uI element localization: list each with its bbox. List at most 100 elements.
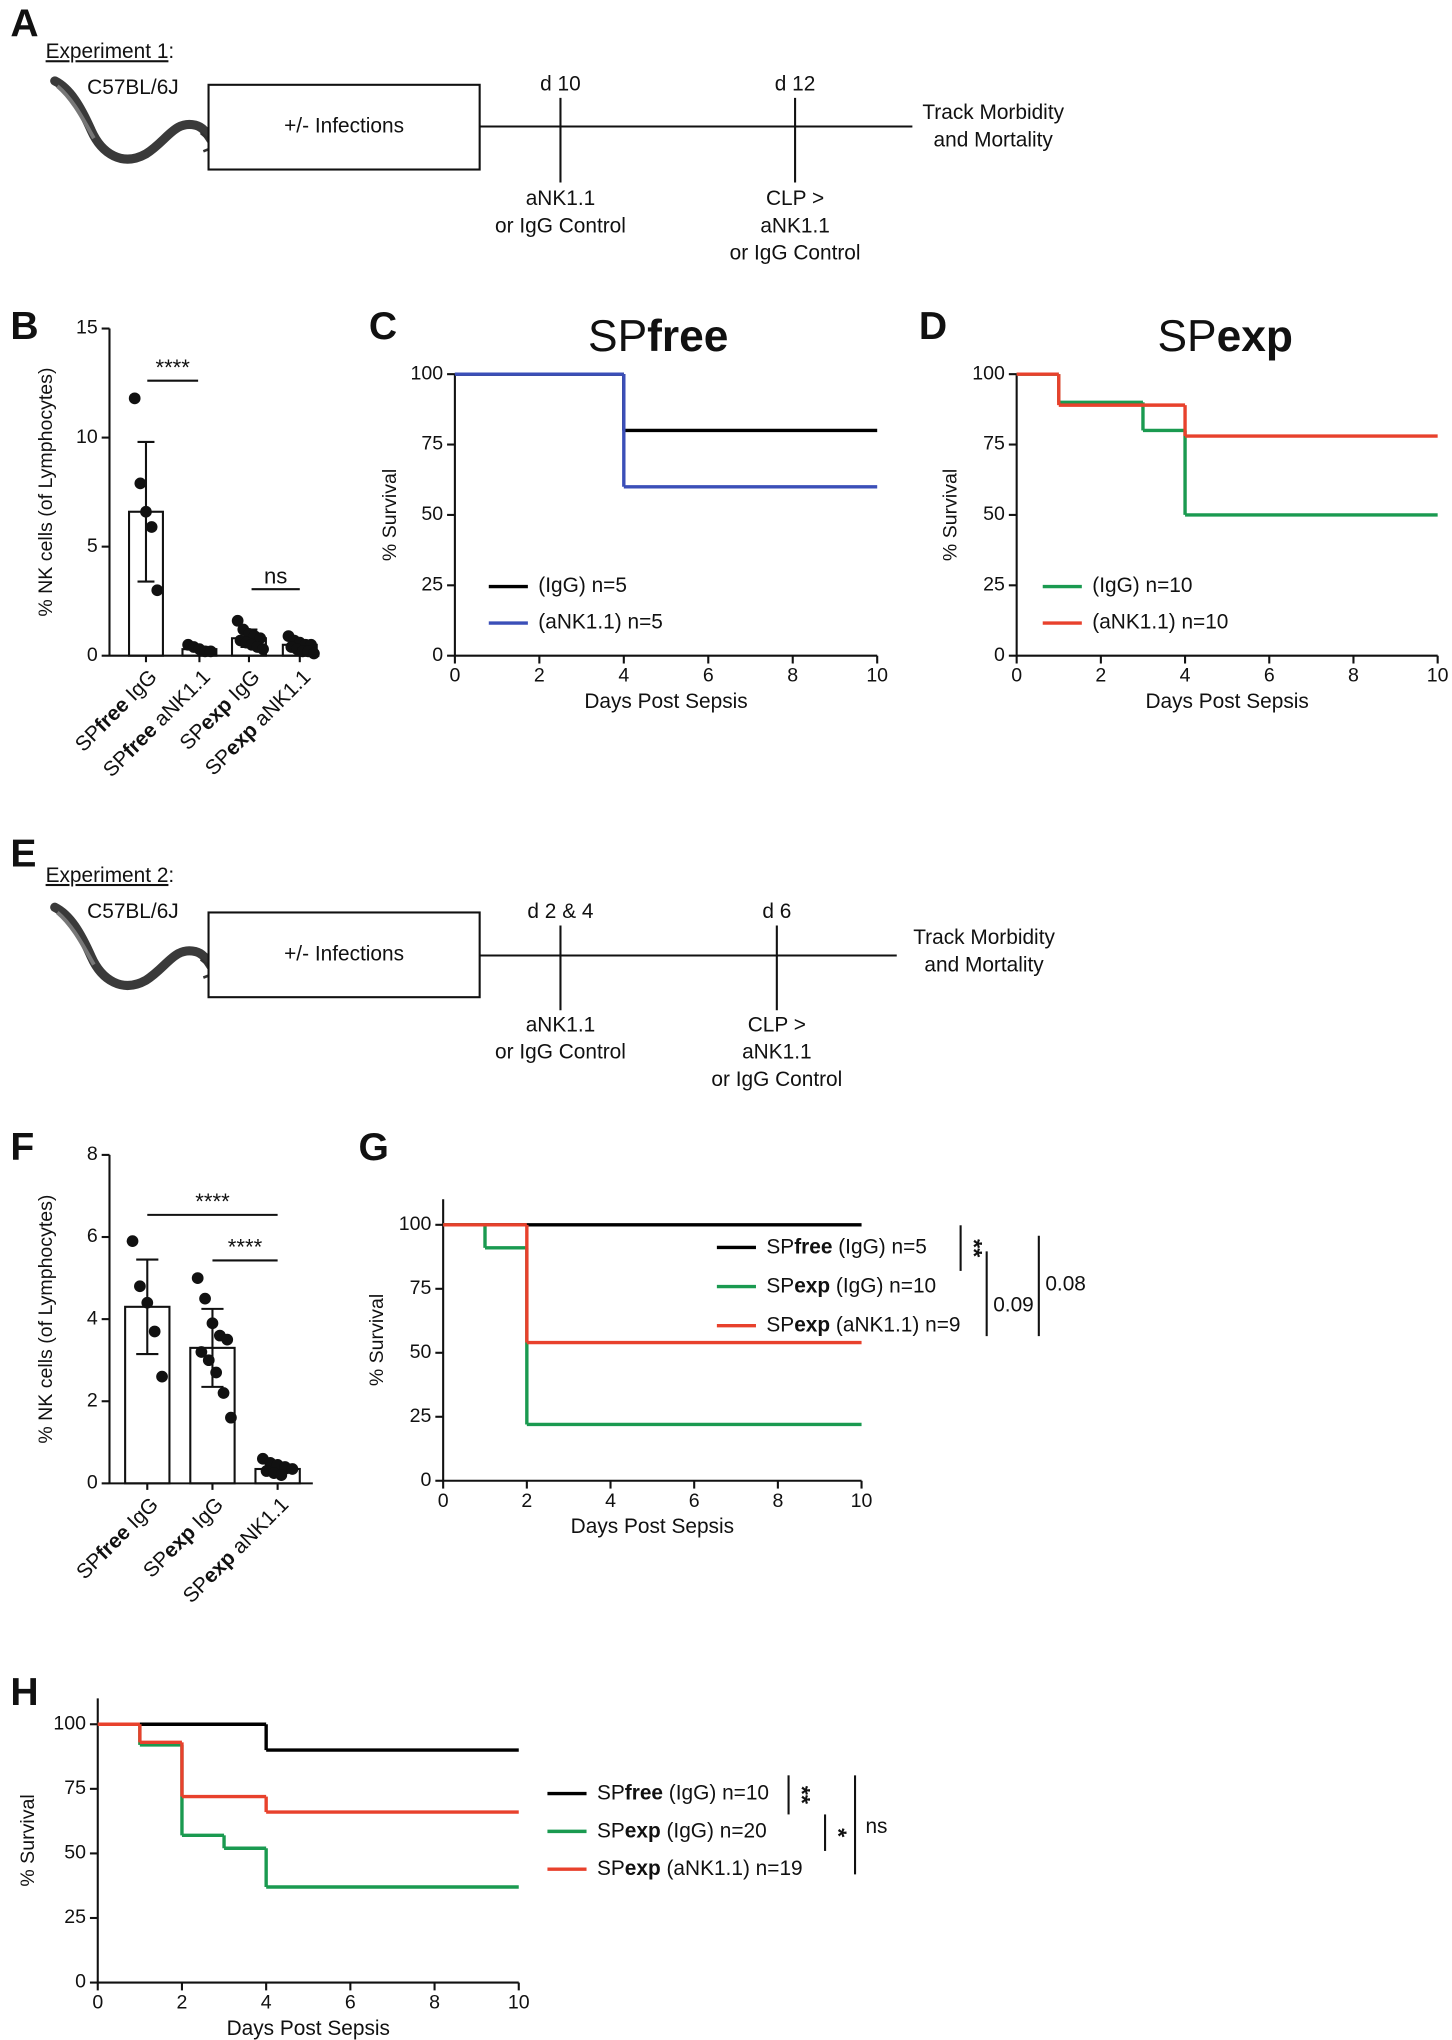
y-tick-label: 25 bbox=[64, 1906, 86, 1928]
panel-label: B bbox=[10, 305, 38, 348]
chart-title-part: SP bbox=[1157, 312, 1216, 361]
event-text: CLP > bbox=[748, 1013, 806, 1036]
x-tick-label: 2 bbox=[521, 1490, 532, 1512]
legend-label-part: exp bbox=[625, 1857, 661, 1880]
y-tick-label: 5 bbox=[87, 535, 98, 557]
event-text: aNK1.1 bbox=[526, 1013, 596, 1036]
x-axis-label: Days Post Sepsis bbox=[227, 2017, 390, 2040]
y-axis-label: % Survival bbox=[379, 469, 401, 561]
panel-label: D bbox=[919, 305, 947, 348]
data-point bbox=[210, 1366, 223, 1379]
x-tick-label: 10 bbox=[851, 1490, 873, 1512]
outcome-text: Track Morbidity bbox=[913, 926, 1055, 949]
legend-label-part: exp bbox=[794, 1274, 830, 1297]
data-point bbox=[206, 1317, 219, 1330]
data-point bbox=[191, 1272, 204, 1284]
y-tick-label: 0 bbox=[87, 1472, 98, 1494]
panel-label: G bbox=[358, 1126, 388, 1169]
x-tick-label: 8 bbox=[787, 665, 798, 687]
x-tick-label: 4 bbox=[618, 665, 629, 687]
data-point bbox=[217, 1387, 230, 1399]
sig-label: **** bbox=[195, 1189, 230, 1214]
legend-label-part: (IgG) n=20 bbox=[661, 1819, 767, 1842]
x-tick-label-part: aNK1.1 bbox=[223, 1493, 293, 1563]
experiment-name: Experiment 2 bbox=[46, 863, 169, 886]
y-tick-label: 75 bbox=[983, 433, 1005, 455]
y-tick-label: 0 bbox=[421, 1469, 432, 1491]
panel-label: E bbox=[10, 833, 36, 876]
data-point bbox=[134, 477, 147, 490]
stat-label: * bbox=[826, 1828, 852, 1838]
stat-label: 0.08 bbox=[1045, 1273, 1086, 1296]
data-point bbox=[204, 645, 217, 658]
x-tick-label: 6 bbox=[345, 1992, 356, 2014]
data-point bbox=[275, 1469, 288, 1482]
event-text: or IgG Control bbox=[711, 1068, 842, 1091]
treatment-box bbox=[207, 911, 481, 999]
stat-label: ** bbox=[789, 1786, 815, 1805]
event-text: CLP > bbox=[766, 187, 824, 210]
legend-label: (aNK1.1) n=10 bbox=[1092, 611, 1228, 634]
x-axis-label: Days Post Sepsis bbox=[584, 690, 747, 713]
y-tick-label: 25 bbox=[410, 1405, 432, 1427]
outcome-text: and Mortality bbox=[934, 128, 1054, 151]
y-tick-label: 10 bbox=[76, 426, 98, 448]
legend-label: SPexp (IgG) n=20 bbox=[597, 1819, 767, 1842]
experiment-label: Experiment 1: bbox=[46, 40, 175, 63]
legend-label-part: (IgG) n=10 bbox=[663, 1781, 769, 1804]
x-tick-label: 8 bbox=[772, 1490, 783, 1512]
strain-label: C57BL/6J bbox=[87, 76, 179, 99]
x-tick-label: 0 bbox=[438, 1490, 449, 1512]
legend-label: SPfree (IgG) n=10 bbox=[597, 1781, 769, 1804]
panel-label: A bbox=[10, 2, 38, 45]
stat-label: ns bbox=[865, 1815, 887, 1838]
event-day: d 10 bbox=[540, 72, 581, 95]
x-tick-label: 0 bbox=[92, 1992, 103, 2014]
y-tick-label: 0 bbox=[75, 1971, 86, 1993]
treatment-label: +/- Infections bbox=[284, 942, 404, 965]
y-tick-label: 50 bbox=[410, 1341, 432, 1363]
y-tick-label: 75 bbox=[410, 1277, 432, 1299]
y-axis-label: % NK cells (of Lymphocytes) bbox=[35, 1195, 57, 1444]
x-tick-label: 0 bbox=[1011, 665, 1022, 687]
x-axis-label: Days Post Sepsis bbox=[1145, 690, 1308, 713]
x-tick-label: 2 bbox=[177, 1992, 188, 2014]
legend-label-part: free bbox=[625, 1781, 663, 1804]
experiment-colon: : bbox=[168, 863, 174, 886]
y-tick-label: 25 bbox=[983, 573, 1005, 595]
legend-label-part: SP bbox=[597, 1857, 625, 1880]
x-tick-label: 4 bbox=[1180, 665, 1191, 687]
y-axis-label: % Survival bbox=[17, 1794, 39, 1886]
legend-label-part: SP bbox=[766, 1313, 794, 1336]
chart-title: SPexp bbox=[1157, 312, 1292, 361]
data-point bbox=[128, 392, 141, 405]
x-tick-label: 6 bbox=[703, 665, 714, 687]
treatment-label: +/- Infections bbox=[284, 115, 404, 138]
panel-label: F bbox=[10, 1126, 34, 1169]
x-tick-label: 4 bbox=[605, 1490, 616, 1512]
data-point bbox=[308, 647, 320, 660]
data-point bbox=[145, 521, 158, 533]
x-tick-label: 4 bbox=[261, 1992, 272, 2014]
data-point bbox=[151, 584, 164, 597]
sig-label: **** bbox=[155, 355, 190, 380]
y-tick-label: 50 bbox=[983, 503, 1005, 525]
x-tick-label: 2 bbox=[534, 665, 545, 687]
legend-label: SPfree (IgG) n=5 bbox=[766, 1235, 926, 1258]
event-text: aNK1.1 bbox=[760, 214, 830, 237]
chart-title-part: exp bbox=[1217, 312, 1293, 361]
legend-label-part: (IgG) n=10 bbox=[830, 1274, 936, 1297]
x-tick-label: 2 bbox=[1095, 665, 1106, 687]
x-tick-label: 0 bbox=[449, 665, 460, 687]
y-tick-label: 4 bbox=[87, 1307, 98, 1329]
event-day: d 2 & 4 bbox=[527, 900, 593, 923]
y-tick-label: 100 bbox=[411, 362, 444, 384]
event-text: or IgG Control bbox=[495, 1041, 626, 1064]
event-day: d 6 bbox=[762, 900, 791, 923]
legend-label-part: SP bbox=[766, 1235, 794, 1258]
y-tick-label: 25 bbox=[421, 573, 443, 595]
treatment-box bbox=[207, 83, 481, 171]
experiment-label: Experiment 2: bbox=[46, 863, 175, 886]
legend-label: (aNK1.1) n=5 bbox=[538, 611, 663, 634]
